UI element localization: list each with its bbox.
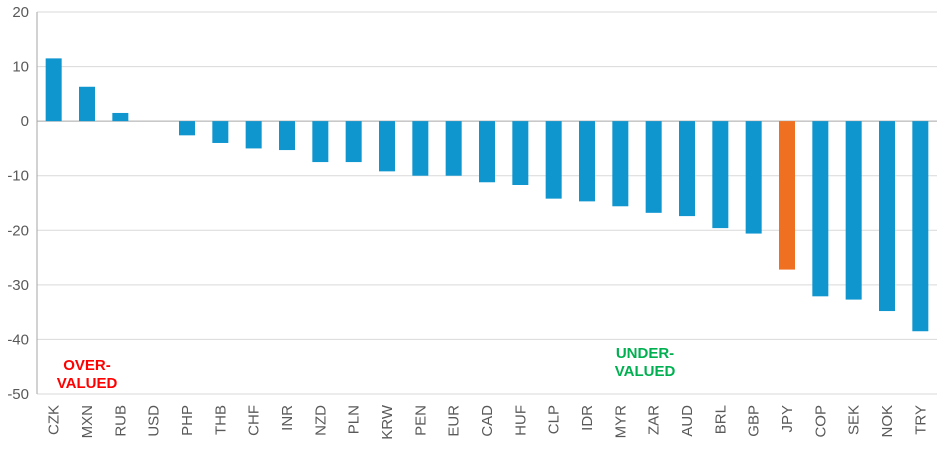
x-category-label: INR [279, 405, 296, 431]
y-tick-label: -20 [7, 222, 29, 239]
y-tick-label: 0 [21, 113, 29, 130]
bar-pln [345, 121, 362, 163]
bar-thb [212, 121, 229, 143]
annotation-undervalued: VALUED [615, 363, 676, 380]
bar-chf [245, 121, 262, 149]
x-category-label: USD [146, 405, 163, 437]
x-category-label: BRL [712, 405, 729, 434]
x-category-label: THB [212, 405, 229, 435]
x-category-label: ZAR [646, 405, 663, 435]
x-axis-category-labels: CZK MXN RUB USD PHP THB CHF INR NZD PLN KRW PEN EUR C… [46, 404, 930, 440]
y-tick-label: -10 [7, 168, 29, 185]
bar-brl [712, 121, 729, 229]
y-tick-label: 20 [12, 4, 29, 21]
bar-rub [112, 112, 129, 122]
grid-lines [36, 11, 937, 395]
x-category-label: COP [812, 405, 829, 438]
bar-huf [512, 121, 529, 185]
bar-php [179, 121, 195, 136]
bar-inr [279, 121, 295, 151]
bar-mxn [79, 86, 95, 122]
bar-pen [412, 121, 429, 176]
x-category-label: NZD [312, 405, 329, 436]
y-tick-label: 10 [12, 59, 29, 76]
bar-zar [645, 121, 662, 213]
x-category-label: MYR [612, 405, 629, 439]
bar-gbp [745, 121, 762, 234]
x-category-label: CLP [546, 405, 563, 434]
x-category-label: EUR [446, 405, 463, 437]
bars [45, 58, 929, 332]
x-category-label: HUF [512, 405, 529, 436]
bar-eur [445, 121, 462, 176]
bar-nzd [312, 121, 329, 163]
x-category-label: SEK [846, 405, 863, 435]
y-tick-label: -40 [7, 331, 29, 348]
bar-czk [45, 58, 62, 122]
bar-myr [612, 121, 629, 207]
x-category-label: TRY [912, 405, 929, 435]
annotation-undervalued: UNDER- [616, 345, 674, 362]
x-category-label: AUD [679, 405, 696, 437]
bar-krw [379, 121, 395, 172]
y-tick-label: -50 [7, 386, 29, 403]
bar-nok [879, 121, 895, 312]
x-category-label: NOK [879, 405, 896, 438]
x-category-label: KRW [379, 404, 396, 440]
bar-sek [845, 121, 862, 300]
x-category-label: GBP [746, 405, 763, 437]
bar-try [912, 121, 929, 332]
x-category-label: JPY [779, 405, 796, 433]
x-category-label: CAD [479, 405, 496, 437]
x-category-label: PEN [412, 405, 429, 436]
x-category-label: MXN [79, 405, 96, 438]
annotation-overvalued: VALUED [57, 375, 118, 392]
x-category-label: CHF [246, 405, 263, 436]
bar-clp [545, 121, 562, 199]
annotation-overvalued: OVER- [63, 357, 111, 374]
bar-jpy [779, 121, 795, 270]
bar-idr [579, 121, 595, 202]
bar-cop [812, 121, 829, 297]
x-category-label: IDR [579, 405, 596, 431]
x-category-label: PHP [179, 405, 196, 436]
x-category-label: CZK [46, 405, 63, 435]
x-category-label: RUB [112, 405, 129, 437]
x-category-label: PLN [346, 405, 363, 434]
bar-cad [479, 121, 495, 183]
y-tick-label: -30 [7, 277, 29, 294]
y-axis-tick-labels: 20 10 0 -10 -20 -30 -40 -50 [7, 4, 29, 403]
bar-aud [679, 121, 695, 217]
